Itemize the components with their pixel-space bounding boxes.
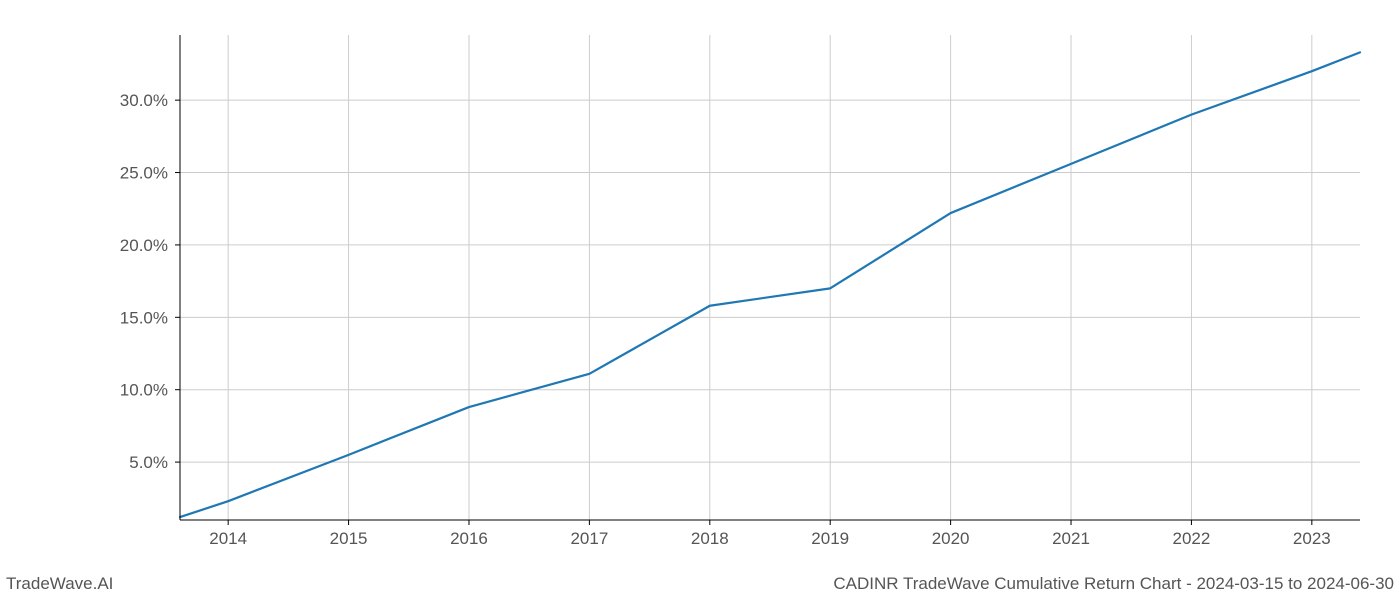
svg-text:2015: 2015 (330, 529, 368, 548)
svg-text:2018: 2018 (691, 529, 729, 548)
svg-text:2019: 2019 (811, 529, 849, 548)
svg-text:20.0%: 20.0% (120, 236, 168, 255)
svg-text:2022: 2022 (1173, 529, 1211, 548)
footer-right-text: CADINR TradeWave Cumulative Return Chart… (833, 574, 1394, 594)
svg-text:2014: 2014 (209, 529, 247, 548)
svg-text:10.0%: 10.0% (120, 381, 168, 400)
svg-text:2016: 2016 (450, 529, 488, 548)
svg-text:2017: 2017 (570, 529, 608, 548)
svg-text:2023: 2023 (1293, 529, 1331, 548)
svg-text:30.0%: 30.0% (120, 91, 168, 110)
footer-left-text: TradeWave.AI (6, 574, 113, 594)
line-chart: 2014 2015 2016 2017 2018 2019 2020 2021 2022 2023… (0, 0, 1400, 600)
chart-container: 2014 2015 2016 2017 2018 2019 2020 2021 2022 2023… (0, 0, 1400, 600)
svg-text:2021: 2021 (1052, 529, 1090, 548)
svg-text:2020: 2020 (932, 529, 970, 548)
svg-text:25.0%: 25.0% (120, 164, 168, 183)
svg-text:5.0%: 5.0% (129, 453, 168, 472)
svg-text:15.0%: 15.0% (120, 308, 168, 327)
